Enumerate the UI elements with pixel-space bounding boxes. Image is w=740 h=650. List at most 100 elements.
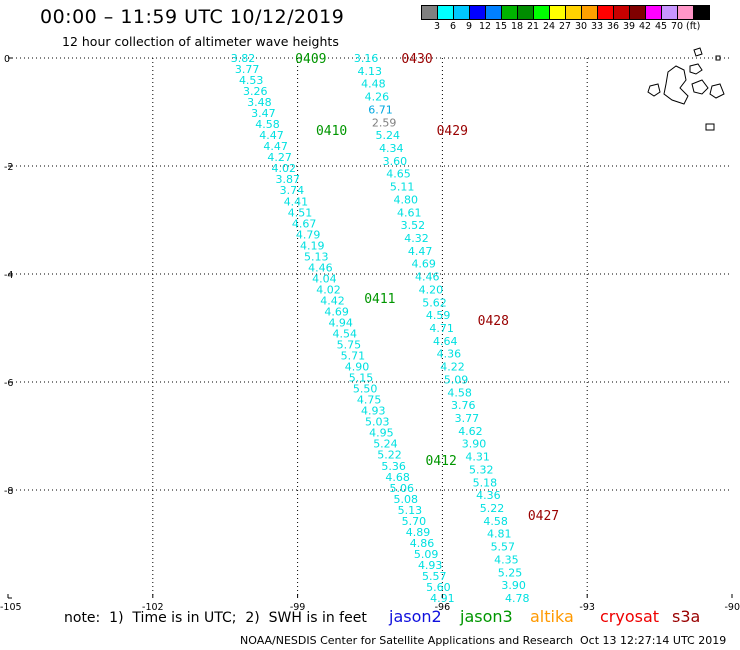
y-tick-label: -2 <box>4 162 13 173</box>
swh-value: 6.71 <box>368 103 393 116</box>
swh-value: 5.06 <box>389 482 414 495</box>
coastline-genovesa <box>715 55 721 61</box>
swh-value: 4.31 <box>465 451 490 464</box>
swh-value: 3.60 <box>383 155 408 168</box>
swh-value: 4.67 <box>292 217 317 230</box>
swh-value: 3.87 <box>276 173 301 186</box>
satellite-jason2: jason2 <box>389 607 442 626</box>
x-tick-label: -102 <box>142 602 164 613</box>
hour-label: 0429 <box>437 124 468 139</box>
swh-value: 4.22 <box>440 361 465 374</box>
swh-value: 4.65 <box>386 168 411 181</box>
swh-value: 5.03 <box>365 416 390 429</box>
y-tick-label: -4 <box>4 270 13 281</box>
legend-tick-label: 39 <box>622 21 636 32</box>
swh-value: 4.86 <box>410 537 435 550</box>
y-tick-label: -6 <box>4 378 13 389</box>
legend-swatch <box>693 5 710 20</box>
legend-tick-label: 21 <box>526 21 540 32</box>
swh-value: 4.58 <box>483 515 508 528</box>
x-tick-label: -105 <box>0 602 22 613</box>
swh-value: 4.27 <box>267 151 292 164</box>
swh-value: 5.24 <box>373 438 398 451</box>
coastline-espanola <box>705 123 715 131</box>
hour-label: 0427 <box>528 509 559 524</box>
hour-label-layer: 0409 0410 0411 0412 0430 0429 0428 0427 <box>295 52 559 524</box>
swh-value: 4.47 <box>263 140 288 153</box>
x-tick-label: -96 <box>435 602 451 613</box>
swh-value: 4.93 <box>418 559 443 572</box>
swh-value: 5.57 <box>491 541 516 554</box>
swh-value: 5.13 <box>304 250 329 263</box>
swh-value: 3.16 <box>354 52 379 65</box>
swh-value: 5.60 <box>426 581 451 594</box>
swh-value: 4.26 <box>365 91 390 104</box>
swh-value: 5.08 <box>394 493 419 506</box>
legend-tick-label: 42 <box>638 21 652 32</box>
swh-value: 4.95 <box>369 427 394 440</box>
swh-value: 4.35 <box>494 553 519 566</box>
swh-value: 4.53 <box>239 74 264 87</box>
swh-value: 5.50 <box>353 383 378 396</box>
swh-value: 5.75 <box>337 339 362 352</box>
swh-value: 4.32 <box>404 232 429 245</box>
legend-tick-label: 27 <box>558 21 572 32</box>
swh-value: 4.94 <box>328 316 353 329</box>
swh-value: 4.61 <box>397 206 422 219</box>
footnote: note: 1) Time is in UTC; 2) SWH is in fe… <box>64 610 367 626</box>
page-title: 00:00 – 11:59 UTC 10/12/2019 <box>40 6 345 28</box>
x-tick-label: -90 <box>724 602 740 613</box>
swh-value: 4.41 <box>284 195 309 208</box>
satellite-jason3: jason3 <box>460 607 513 626</box>
track-layer: 3.823.774.533.263.483.474.584.474.474.27… <box>231 52 530 605</box>
swh-value: 4.89 <box>406 526 431 539</box>
y-tick-label: 0 <box>4 54 10 65</box>
swh-value: 4.47 <box>408 245 433 258</box>
legend-tick-label: 12 <box>478 21 492 32</box>
coastline-santa-cruz <box>691 79 709 95</box>
swh-value: 5.70 <box>402 515 427 528</box>
x-tick-label: -99 <box>290 602 306 613</box>
swh-value: 4.13 <box>357 65 382 78</box>
swh-value: 4.62 <box>458 425 483 438</box>
swh-value: 4.78 <box>505 592 530 605</box>
legend-tick-label: 24 <box>542 21 556 32</box>
swh-value: 4.71 <box>429 322 454 335</box>
swh-value: 4.02 <box>271 162 296 175</box>
swh-value: 4.75 <box>357 394 382 407</box>
legend-tick-label: 9 <box>465 21 473 32</box>
swh-value: 5.57 <box>422 570 447 583</box>
galapagos-coastline <box>647 47 725 131</box>
x-tick-label: -93 <box>579 602 595 613</box>
hour-label: 0428 <box>478 314 509 329</box>
swh-value: 3.90 <box>501 579 526 592</box>
swh-value: 5.62 <box>422 296 447 309</box>
hour-label: 0409 <box>295 52 326 67</box>
coastline-santiago <box>689 63 703 75</box>
swh-value: 4.02 <box>316 283 341 296</box>
swh-value: 4.19 <box>300 239 325 252</box>
satellite-altika: altika <box>530 607 574 626</box>
swh-value: 5.36 <box>381 460 406 473</box>
swh-value: 4.59 <box>426 309 451 322</box>
swh-value: 4.48 <box>361 78 386 91</box>
legend-tick-label: 45 <box>654 21 668 32</box>
swh-value: 4.93 <box>361 405 386 418</box>
swh-value: 5.18 <box>473 476 498 489</box>
y-tick-label: -8 <box>4 486 13 497</box>
swh-value: 4.42 <box>320 294 345 307</box>
coastline-san-cristobal <box>709 83 725 99</box>
swh-value: 3.77 <box>235 63 260 76</box>
coastline-fernandina <box>647 83 661 97</box>
swh-value: 5.15 <box>349 372 374 385</box>
hour-label: 0411 <box>364 292 395 307</box>
legend-tick-label: 33 <box>590 21 604 32</box>
credit-line: NOAA/NESDIS Center for Satellite Applica… <box>240 634 574 647</box>
swh-value: 4.54 <box>333 328 358 341</box>
swh-value: 3.48 <box>247 96 272 109</box>
swh-value: 5.09 <box>444 373 469 386</box>
swh-value: 5.11 <box>390 181 415 194</box>
swh-value: 4.58 <box>447 386 472 399</box>
hour-label: 0430 <box>401 52 432 67</box>
